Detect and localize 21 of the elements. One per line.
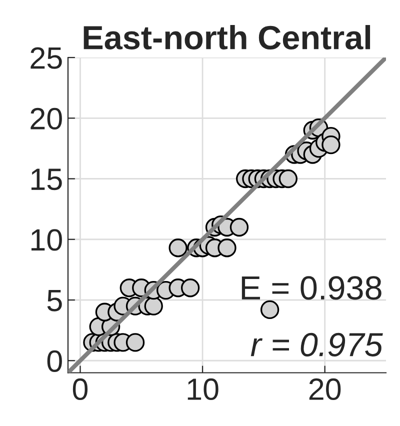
y-tick-label: 20 <box>30 108 62 130</box>
point <box>278 169 298 188</box>
chart-title: East-north Central <box>84 25 370 50</box>
point <box>322 135 340 154</box>
x-tick-label: 0 <box>72 378 88 400</box>
point <box>180 278 200 298</box>
point <box>260 300 280 320</box>
annotation: E = 0.938 <box>242 276 382 300</box>
point <box>168 238 188 258</box>
y-tick-label: 5 <box>47 290 62 312</box>
y-tick-label: 15 <box>31 168 62 190</box>
point <box>126 333 145 352</box>
point <box>144 296 163 316</box>
annotation: r = 0.975 <box>250 332 383 356</box>
y-tick-label: 25 <box>30 47 62 69</box>
y-tick-label: 0 <box>47 350 62 372</box>
point <box>230 218 249 237</box>
y-tick-label: 10 <box>31 229 62 251</box>
x-tick-label: 20 <box>309 378 341 400</box>
x-tick-label: 10 <box>188 378 218 400</box>
point <box>218 238 236 258</box>
